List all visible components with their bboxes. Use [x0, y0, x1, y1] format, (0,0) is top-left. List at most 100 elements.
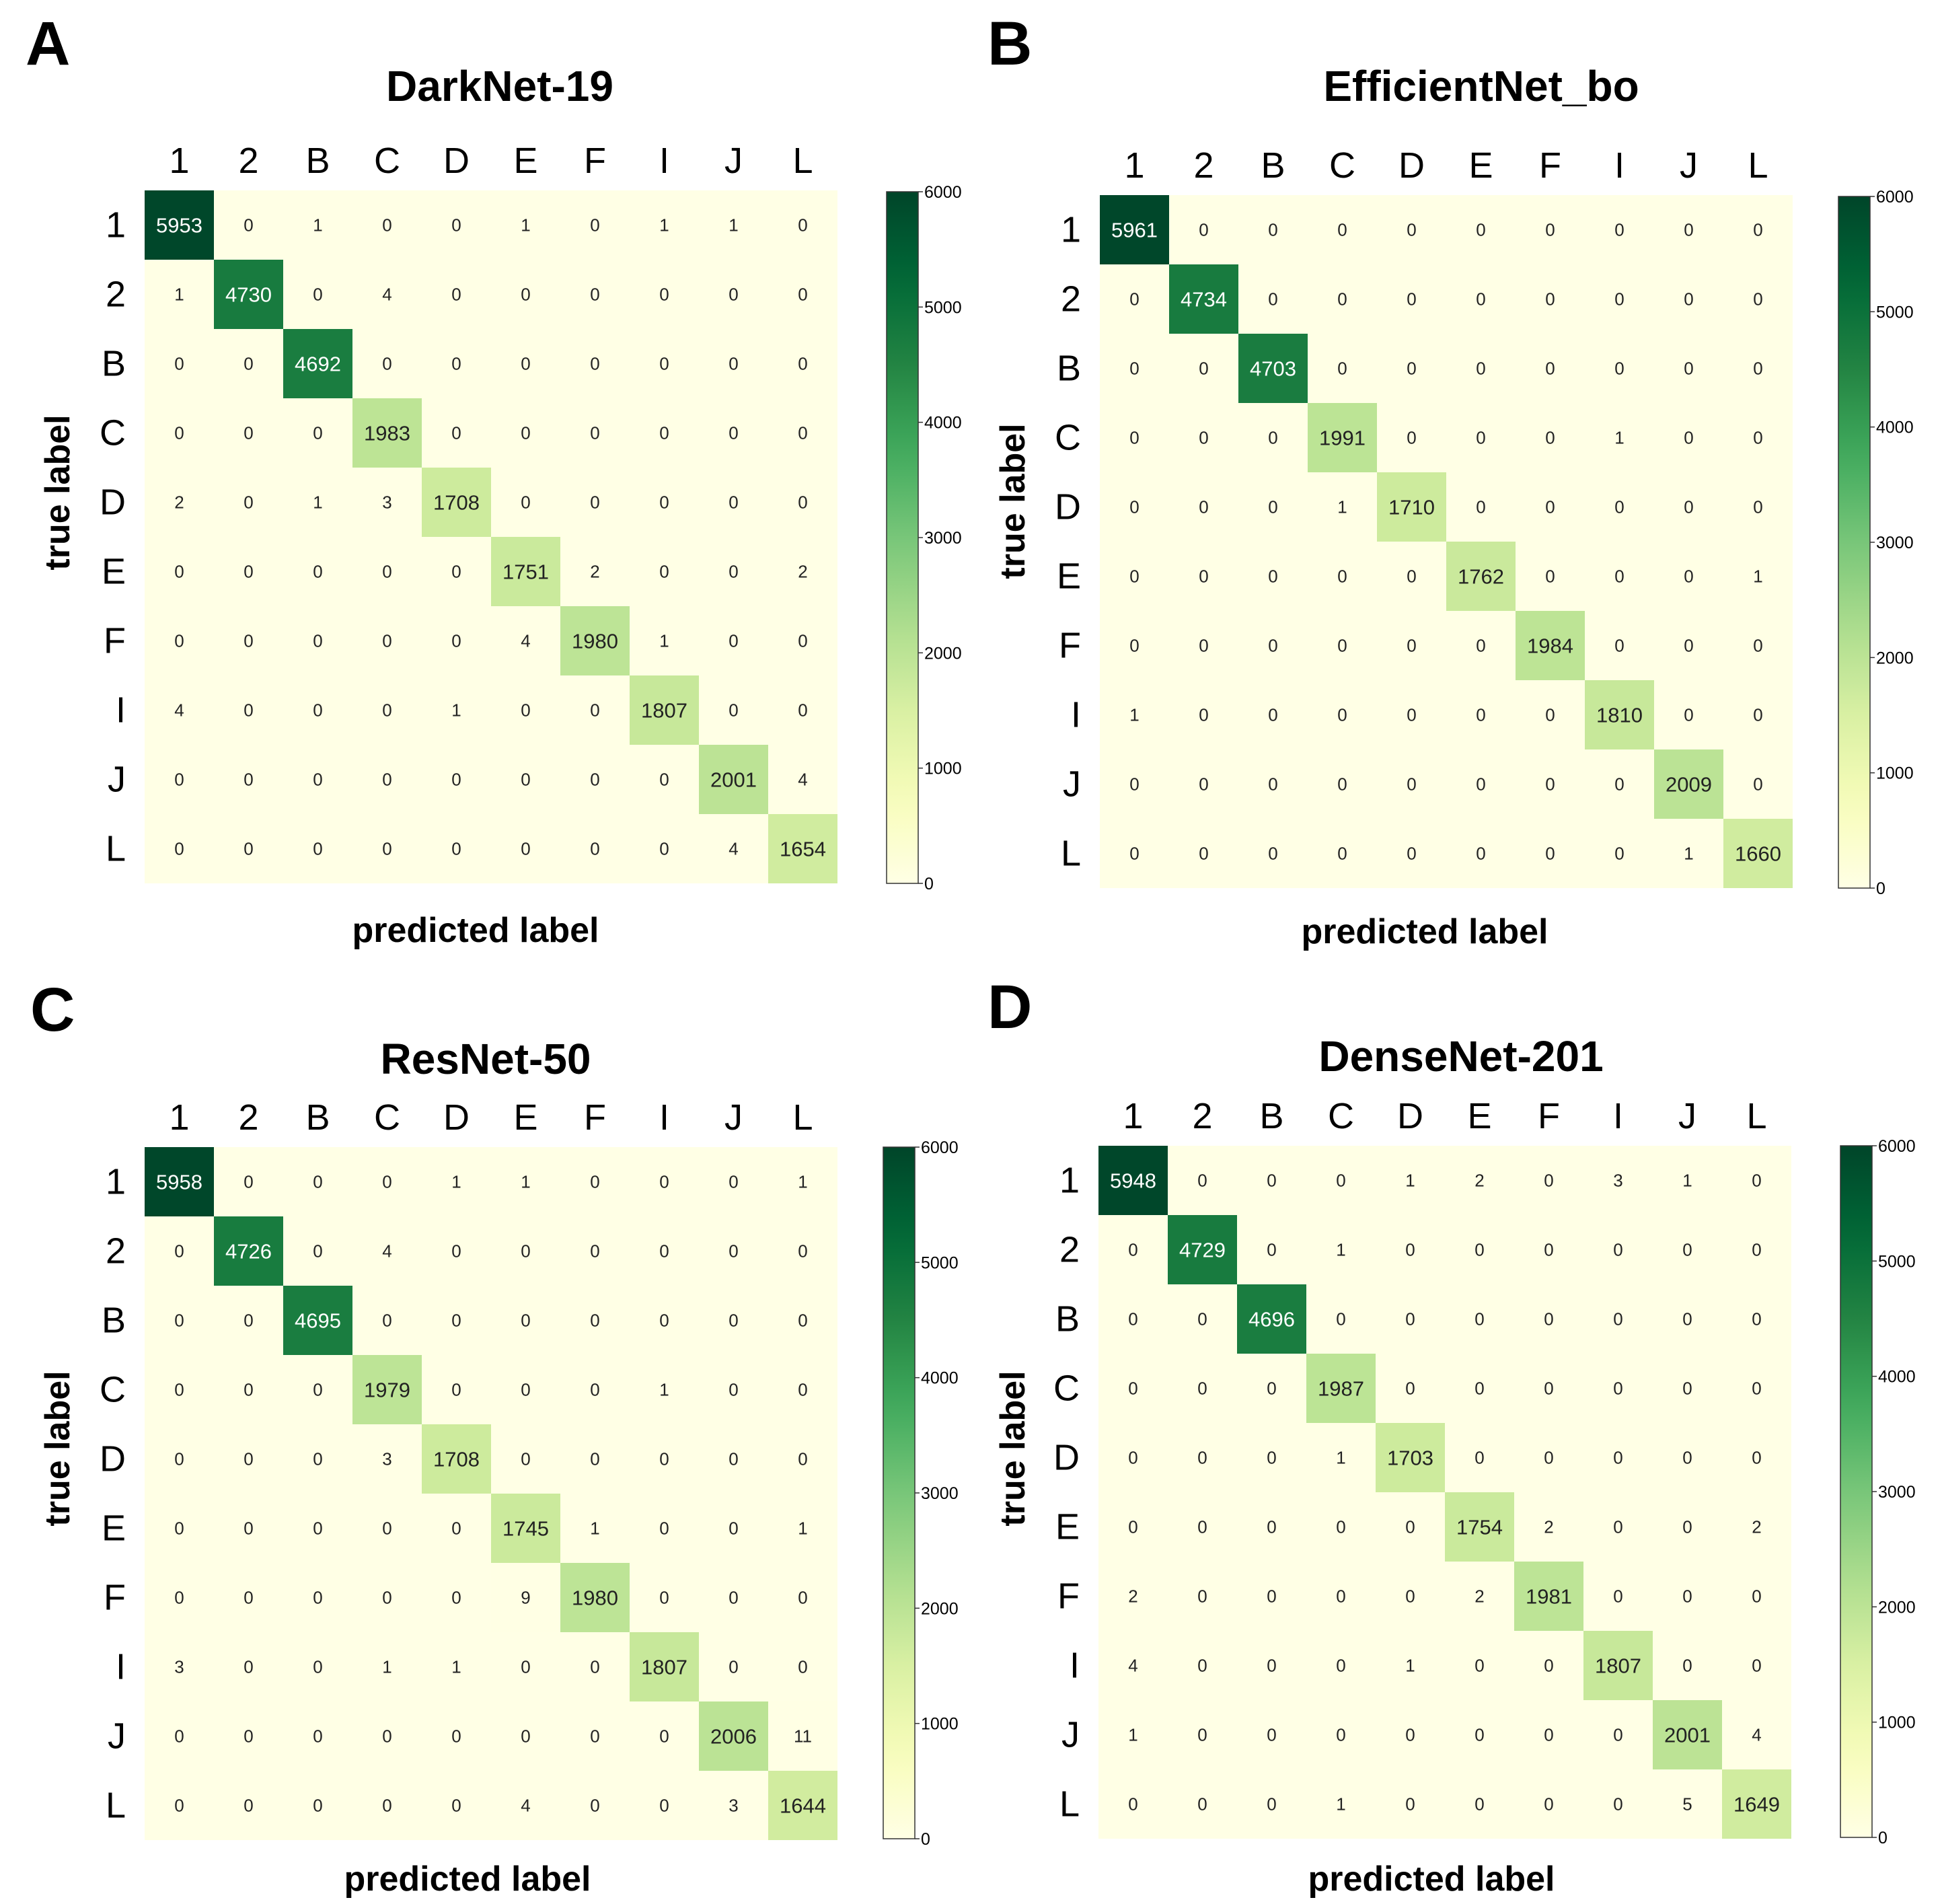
matrix-cell [145, 537, 214, 606]
matrix-cell [1445, 1423, 1514, 1492]
matrix-cell [768, 1563, 837, 1632]
x-tick-label: I [659, 141, 669, 181]
matrix-cell [1653, 1562, 1722, 1631]
cell-value: 0 [1476, 705, 1485, 725]
matrix-cell [768, 675, 837, 745]
cell-value: 0 [1544, 1240, 1553, 1260]
matrix-cell [1653, 1354, 1722, 1423]
matrix-cell [422, 398, 491, 468]
matrix-cell [1168, 1700, 1237, 1769]
matrix-cell [352, 1494, 422, 1563]
matrix-cell [1514, 1423, 1583, 1492]
cell-value: 0 [1197, 1794, 1207, 1815]
cell-value: 0 [1128, 1309, 1137, 1329]
colorbar-tick-label: 1000 [1878, 1714, 1916, 1732]
cell-value: 0 [1474, 1309, 1484, 1329]
cell-value: 0 [1407, 774, 1416, 795]
cell-value: 0 [1613, 1379, 1622, 1399]
matrix-cell [699, 745, 768, 814]
cell-value: 0 [1128, 1379, 1137, 1399]
x-axis-label: predicted label [1308, 1860, 1555, 1899]
matrix-cell [1653, 1700, 1722, 1769]
x-tick-label: 2 [238, 141, 258, 181]
y-tick-label: D [100, 482, 126, 523]
colorbar-tick-label: 5000 [921, 1253, 959, 1272]
matrix-cell [1654, 749, 1723, 819]
matrix-cell [1723, 195, 1793, 264]
cell-value: 0 [1268, 497, 1277, 517]
colorbar-tick-label: 0 [924, 875, 934, 893]
cell-value: 0 [174, 562, 184, 582]
cell-value: 0 [1199, 844, 1208, 864]
cell-value: 0 [1336, 1171, 1345, 1191]
x-tick-label: D [443, 1097, 470, 1138]
matrix-cell [1514, 1146, 1583, 1215]
matrix-cell [560, 190, 630, 260]
cell-value: 1 [451, 1657, 461, 1677]
matrix-cell [491, 1424, 560, 1494]
matrix-cell [1376, 1492, 1445, 1562]
matrix-cell [1445, 1284, 1514, 1354]
matrix-cell [283, 745, 352, 814]
cell-value: 0 [798, 492, 807, 513]
matrix-cell [1516, 264, 1585, 334]
cell-value: 0 [244, 423, 253, 443]
matrix-cell [352, 468, 422, 537]
matrix-cell [214, 675, 283, 745]
cell-value: 1 [1684, 844, 1693, 864]
y-tick-label: C [100, 1370, 126, 1410]
panel-b: B EfficientNet_bo 5961 0 0 0 0 0 0 0 0 0 0 4734 0 0 0 0 0 0… [987, 9, 1914, 951]
matrix-cell [214, 1147, 283, 1216]
colorbar-tick-label: 2000 [924, 644, 962, 663]
colorbar-tick-label: 4000 [1878, 1368, 1916, 1387]
matrix-cell [491, 1355, 560, 1424]
cell-value: 4730 [225, 283, 272, 307]
cell-value: 2 [1474, 1171, 1484, 1191]
matrix-cell [491, 1563, 560, 1632]
cell-value: 0 [521, 423, 530, 443]
matrix-cell [1583, 1354, 1653, 1423]
cell-value: 0 [1129, 566, 1139, 587]
matrix-cell [283, 329, 352, 398]
y-axis-label: true label [994, 1370, 1033, 1526]
cell-value: 0 [1474, 1379, 1484, 1399]
cell-value: 1810 [1596, 704, 1643, 727]
cell-value: 0 [1267, 1725, 1276, 1745]
matrix-cell [491, 329, 560, 398]
matrix-cell [422, 1563, 491, 1632]
cell-value: 1 [659, 215, 669, 235]
cell-value: 0 [798, 1311, 807, 1331]
y-tick-label: F [104, 1578, 126, 1618]
cell-value: 0 [1614, 774, 1624, 795]
matrix-cell [1514, 1215, 1583, 1284]
y-tick-label: 1 [106, 205, 126, 246]
matrix-cell [214, 398, 283, 468]
matrix-cell [630, 1771, 699, 1840]
matrix-cell [699, 537, 768, 606]
cell-value: 0 [1544, 1725, 1553, 1745]
matrix-cell [422, 537, 491, 606]
cell-value: 1980 [572, 630, 618, 653]
cell-value: 1807 [641, 699, 687, 723]
cell-value: 1 [659, 631, 669, 651]
matrix-cell [1308, 472, 1377, 542]
matrix-cell [422, 468, 491, 537]
cell-value: 0 [1752, 1379, 1761, 1399]
cell-value: 0 [659, 770, 669, 790]
cell-value: 0 [1129, 359, 1139, 379]
matrix-cell [1723, 611, 1793, 680]
cell-value: 2001 [1664, 1724, 1711, 1747]
cell-value: 2 [1544, 1517, 1553, 1537]
cell-value: 0 [382, 354, 391, 374]
cell-value: 0 [1407, 428, 1416, 448]
matrix-cell [214, 745, 283, 814]
matrix-cell [699, 814, 768, 883]
matrix-cell [1306, 1631, 1376, 1700]
cell-value: 0 [244, 839, 253, 859]
matrix-cell [1098, 1423, 1168, 1492]
matrix-cell [560, 745, 630, 814]
x-tick-label: D [443, 141, 470, 181]
matrix-cell [1308, 264, 1377, 334]
matrix-cell [768, 1494, 837, 1563]
y-tick-label: L [106, 829, 126, 869]
